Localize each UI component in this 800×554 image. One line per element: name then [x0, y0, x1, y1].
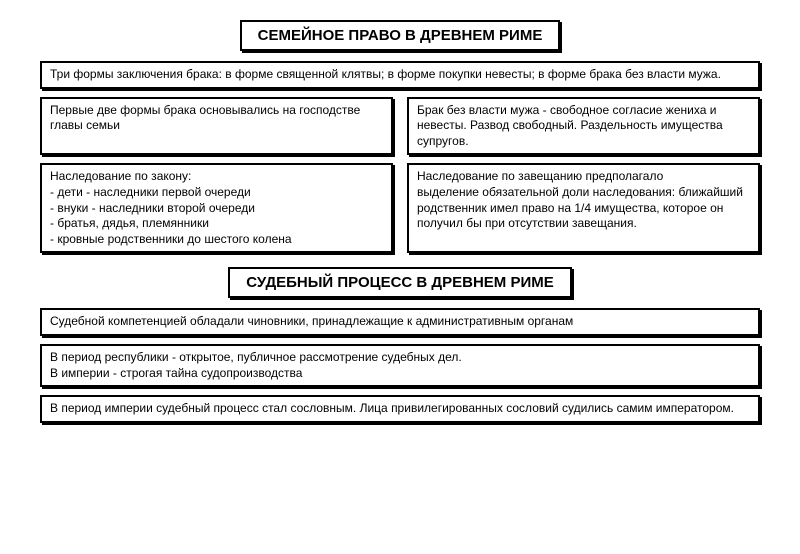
inheritance-will-box: Наследование по завещанию предполагало в… — [407, 163, 760, 253]
judicial-process-section: СУДЕБНЫЙ ПРОЦЕСС В ДРЕВНЕМ РИМЕ Судебной… — [40, 267, 760, 422]
republic-empire-box: В период республики - открытое, публично… — [40, 344, 760, 387]
inheritance-law-box: Наследование по закону: - дети - наследн… — [40, 163, 393, 253]
marriage-forms-box: Три формы заключения брака: в форме свящ… — [40, 61, 760, 89]
marriage-free-box: Брак без власти мужа - свободное согласи… — [407, 97, 760, 156]
section2-title: СУДЕБНЫЙ ПРОЦЕСС В ДРЕВНЕМ РИМЕ — [228, 267, 572, 298]
judicial-competence-box: Судебной компетенцией обладали чиновники… — [40, 308, 760, 336]
marriage-basis-box: Первые две формы брака основывались на г… — [40, 97, 393, 156]
family-law-section: СЕМЕЙНОЕ ПРАВО В ДРЕВНЕМ РИМЕ Три формы … — [40, 20, 760, 253]
empire-estate-box: В период империи судебный процесс стал с… — [40, 395, 760, 423]
section1-title: СЕМЕЙНОЕ ПРАВО В ДРЕВНЕМ РИМЕ — [240, 20, 561, 51]
row-2: Наследование по закону: - дети - наследн… — [40, 163, 760, 253]
row-1: Первые две формы брака основывались на г… — [40, 97, 760, 156]
